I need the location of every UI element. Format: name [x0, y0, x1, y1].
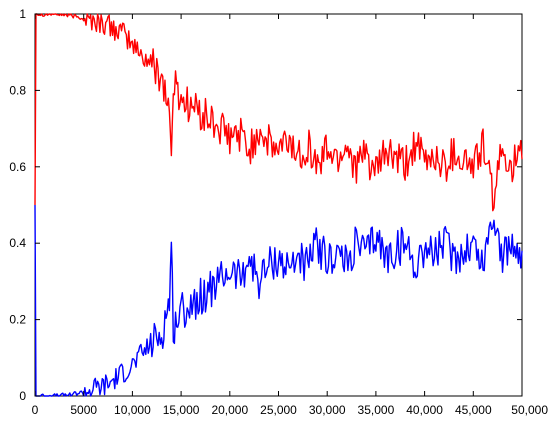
plot-frame — [34, 13, 523, 397]
y-tick-label: 1 — [19, 7, 26, 21]
y-tick-label: 0.4 — [9, 236, 26, 250]
x-tick-label: 20,000 — [211, 403, 248, 417]
x-tick-label: 40,000 — [406, 403, 443, 417]
y-tick-label: 0.2 — [9, 313, 26, 327]
x-tick-label: 45,000 — [455, 403, 492, 417]
x-tick-label: 50,000 — [511, 403, 548, 417]
x-tick-label: 10,000 — [114, 403, 151, 417]
x-axis: 0 5000 10,000 15,000 20,000 25,000 30,000 35,00… — [32, 14, 548, 417]
series-line-2 — [34, 204, 523, 397]
x-tick-label: 15,000 — [163, 403, 200, 417]
series-line-1 — [34, 13, 523, 212]
x-tick-label: 5000 — [70, 403, 97, 417]
x-tick-label: 0 — [32, 403, 39, 417]
x-tick-label: 25,000 — [260, 403, 297, 417]
y-tick-label: 0.8 — [9, 83, 26, 97]
y-axis: 0 0.2 0.4 0.6 0.8 1 — [9, 7, 522, 403]
y-tick-label: 0 — [19, 389, 26, 403]
x-tick-label: 35,000 — [358, 403, 395, 417]
y-tick-label: 0.6 — [9, 160, 26, 174]
series-layer — [34, 13, 523, 397]
x-tick-label: 30,000 — [309, 403, 346, 417]
